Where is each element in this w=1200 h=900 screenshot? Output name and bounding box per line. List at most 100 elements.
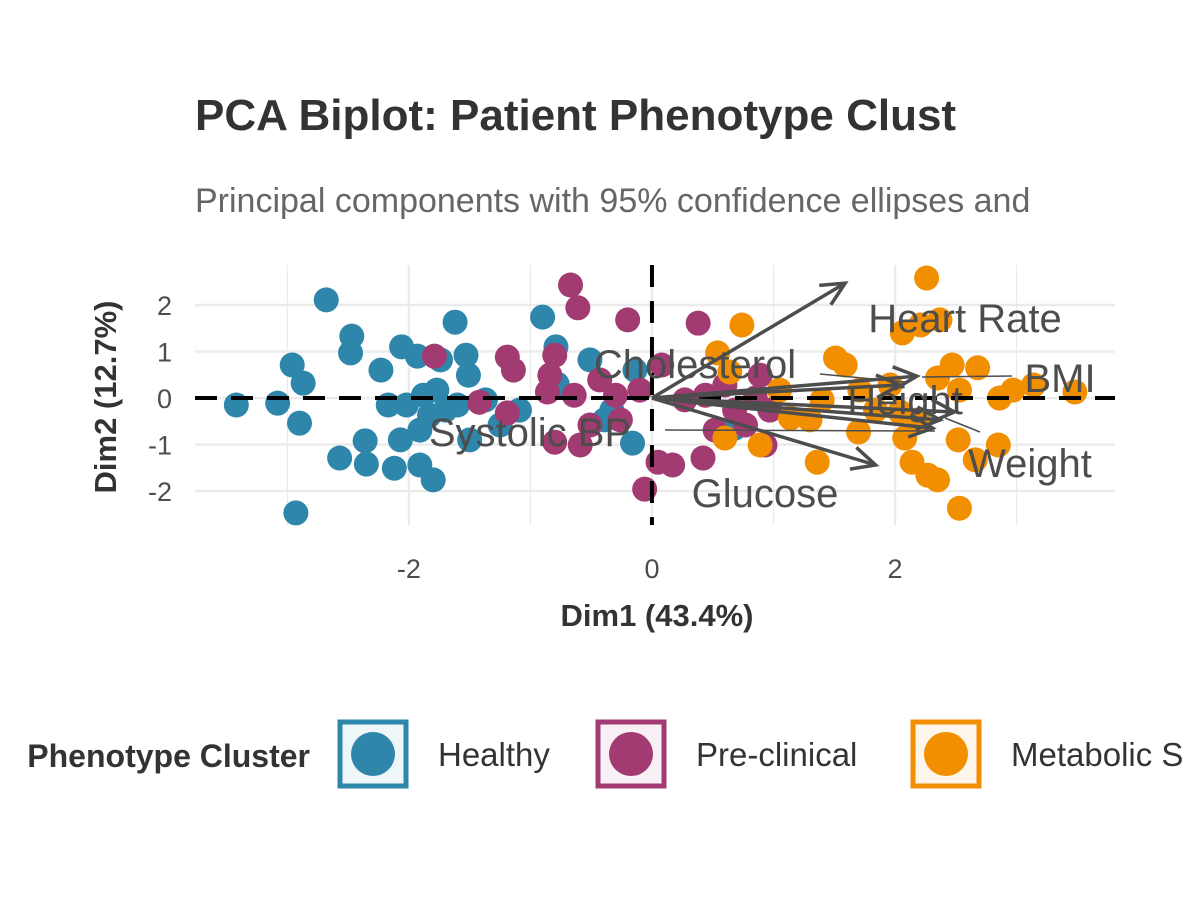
- data-point-metabolic-s: [908, 312, 934, 338]
- data-point-metabolic-s: [925, 467, 951, 493]
- data-point-pre-clinical: [649, 352, 675, 378]
- variable-label: BMI: [1024, 357, 1095, 401]
- label-connector: [819, 373, 906, 383]
- data-point-healthy: [620, 430, 646, 456]
- data-point-metabolic-s: [925, 365, 951, 391]
- variable-label: Weight: [968, 442, 1092, 486]
- data-point-metabolic-s: [962, 447, 988, 473]
- variable-label: Systolic BP: [429, 411, 631, 455]
- arrow-bmi: [651, 374, 918, 400]
- label-connector: [944, 417, 981, 433]
- data-point-pre-clinical: [534, 379, 560, 405]
- data-point-pre-clinical: [494, 400, 520, 426]
- legend-title: Phenotype Cluster: [27, 738, 310, 774]
- data-point-pre-clinical: [607, 407, 633, 433]
- data-point-metabolic-s: [717, 359, 743, 385]
- data-point-pre-clinical: [558, 272, 584, 298]
- data-point-healthy: [287, 410, 313, 436]
- reference-lines: [195, 265, 1115, 525]
- legend-label: Metabolic S: [1011, 736, 1183, 773]
- data-point-healthy: [622, 357, 648, 383]
- arrow-heart-rate: [651, 281, 847, 400]
- legend: Phenotype Cluster Healthy Pre-clinical Met…: [27, 719, 1183, 789]
- data-point-pre-clinical: [542, 342, 568, 368]
- data-point-pre-clinical: [660, 452, 686, 478]
- data-point-healthy: [442, 309, 468, 335]
- label-connector: [921, 375, 1013, 378]
- data-point-healthy: [387, 427, 413, 453]
- data-point-healthy: [368, 357, 394, 383]
- legend-label: Healthy: [438, 736, 550, 773]
- data-point-metabolic-s: [832, 352, 858, 378]
- data-point-healthy: [455, 362, 481, 388]
- data-point-metabolic-s: [846, 419, 872, 445]
- y-axis-title: Dim2 (12.7%): [88, 301, 123, 494]
- points: [223, 265, 1088, 526]
- x-tick-label: 0: [644, 554, 659, 584]
- variable-label: Glucose: [692, 472, 839, 516]
- chart-title: PCA Biplot: Patient Phenotype Clust: [195, 91, 956, 140]
- data-point-healthy: [313, 287, 339, 313]
- data-point-healthy: [265, 390, 291, 416]
- data-point-pre-clinical: [690, 445, 716, 471]
- y-tick-label: 0: [157, 384, 172, 414]
- y-tick-label: 2: [157, 291, 172, 321]
- axis-ticks: -2 0 2 -2 -1 0 1 2: [148, 291, 903, 584]
- data-point-healthy: [577, 347, 603, 373]
- data-point-pre-clinical: [587, 367, 613, 393]
- data-point-metabolic-s: [945, 427, 971, 453]
- arrow-head: [849, 446, 880, 471]
- data-point-pre-clinical: [685, 310, 711, 336]
- data-point-metabolic-s: [914, 265, 940, 291]
- label-connector: [664, 429, 936, 432]
- variable-label: Heart Rate: [868, 297, 1061, 341]
- data-point-pre-clinical: [567, 432, 593, 458]
- data-point-metabolic-s: [892, 425, 918, 451]
- data-point-healthy: [290, 370, 316, 396]
- legend-marker: [609, 732, 653, 776]
- y-tick-label: 1: [157, 338, 172, 368]
- y-tick-label: -1: [148, 431, 172, 461]
- arrow-weight: [651, 396, 941, 422]
- data-point-metabolic-s: [927, 307, 953, 333]
- arrow-head: [892, 365, 921, 391]
- legend-label: Pre-clinical: [696, 736, 857, 773]
- data-point-metabolic-s: [965, 355, 991, 381]
- data-point-pre-clinical: [542, 429, 568, 455]
- legend-marker: [924, 732, 968, 776]
- data-point-metabolic-s: [946, 495, 972, 521]
- data-point-healthy: [353, 451, 379, 477]
- data-point-metabolic-s: [804, 449, 830, 475]
- data-point-healthy: [381, 455, 407, 481]
- data-point-pre-clinical: [747, 362, 773, 388]
- data-point-healthy: [420, 467, 446, 493]
- arrow-head: [819, 281, 849, 306]
- data-point-metabolic-s: [729, 312, 755, 338]
- data-point-metabolic-s: [1021, 372, 1047, 398]
- data-point-healthy: [417, 402, 443, 428]
- y-tick-label: -2: [148, 477, 172, 507]
- data-point-pre-clinical: [603, 382, 629, 408]
- data-point-healthy: [279, 352, 305, 378]
- data-point-healthy: [338, 340, 364, 366]
- data-point-pre-clinical: [466, 389, 492, 415]
- data-point-pre-clinical: [615, 307, 641, 333]
- data-point-healthy: [453, 342, 479, 368]
- data-point-pre-clinical: [565, 295, 591, 321]
- variable-label: Cholesterol: [594, 343, 796, 387]
- x-tick-label: 2: [888, 554, 903, 584]
- x-tick-label: -2: [397, 554, 421, 584]
- legend-marker: [351, 732, 395, 776]
- data-point-healthy: [352, 428, 378, 454]
- data-point-pre-clinical: [500, 357, 526, 383]
- data-point-healthy: [283, 500, 309, 526]
- data-point-healthy: [530, 304, 556, 330]
- arrow-head: [915, 405, 945, 432]
- data-point-healthy: [457, 427, 483, 453]
- x-axis-title: Dim1 (43.4%): [561, 598, 754, 633]
- data-point-pre-clinical: [577, 412, 603, 438]
- data-point-metabolic-s: [985, 432, 1011, 458]
- data-point-metabolic-s: [705, 340, 731, 366]
